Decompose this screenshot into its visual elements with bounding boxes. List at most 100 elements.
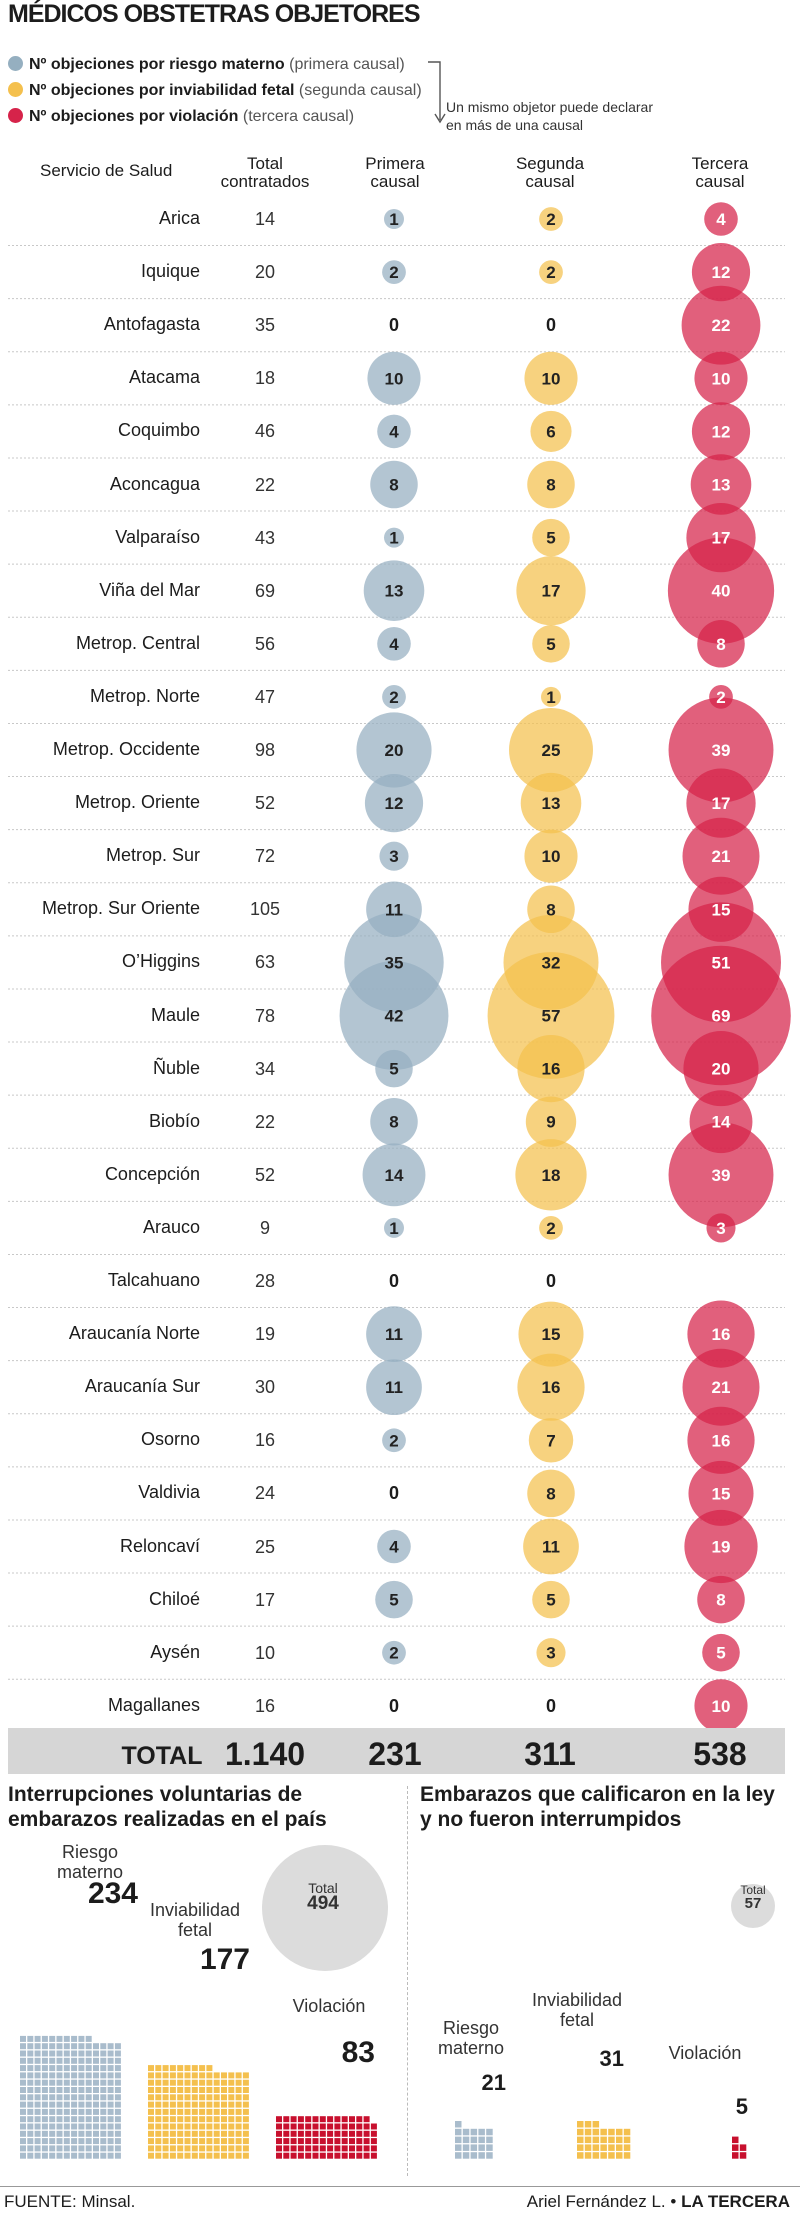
waffle-cell-inviabilidad-fetal: [148, 2145, 154, 2152]
section-divider: [407, 1786, 408, 2176]
waffle-cell-violacion: [363, 2152, 370, 2159]
total-contratados-value: 56: [254, 633, 276, 654]
waffle-cell-inviabilidad-fetal: [169, 2145, 176, 2152]
waffle-cell-inviabilidad-fetal: [148, 2108, 154, 2115]
waffle-cell-violacion: [356, 2123, 363, 2130]
waffle-cell-inviabilidad-fetal: [199, 2094, 206, 2101]
total-contratados-value: 25: [254, 1536, 276, 1557]
bubble-tercera: [697, 620, 745, 668]
footer-source: FUENTE: Minsal.: [4, 2192, 136, 2211]
waffle-cell-inviabilidad-fetal: [199, 2101, 206, 2108]
total-contratados-value: 22: [254, 1111, 276, 1132]
waffle-cell-riesgo-materno: [20, 2152, 26, 2159]
bubble-label-primera: 4: [389, 422, 399, 441]
bubble-label-tercera: 13: [712, 476, 731, 495]
bubble-label-tercera: 51: [712, 953, 731, 972]
bubble-primera: [384, 209, 404, 229]
zero-value: 0: [545, 315, 556, 336]
total-contratados-value: 63: [254, 952, 276, 973]
waffle-cell-riesgo-materno: [85, 2101, 92, 2108]
waffle-cell-inviabilidad-fetal-2: [577, 2128, 584, 2136]
waffle-cell-riesgo-materno: [71, 2079, 78, 2086]
waffle-cell-inviabilidad-fetal: [228, 2130, 235, 2137]
bubble-label-segunda: 10: [542, 369, 561, 388]
waffle-cell-inviabilidad-fetal: [191, 2138, 198, 2145]
waffle-cell-inviabilidad-fetal: [177, 2101, 184, 2108]
bubble-primera: [382, 685, 406, 709]
waffle-cell-riesgo-materno: [56, 2152, 63, 2159]
zero-value: 0: [545, 1695, 556, 1716]
waffle-cell-riesgo-materno: [34, 2043, 41, 2050]
bubble-label-tercera: 20: [712, 1060, 731, 1079]
footer-credit: Ariel Fernández L. • LA TERCERA: [526, 2192, 790, 2211]
waffle-cell-inviabilidad-fetal: [177, 2145, 184, 2152]
waffle-cell-riesgo-materno: [114, 2123, 121, 2130]
waffle-cell-riesgo-materno: [71, 2035, 78, 2042]
waffle-cell-riesgo-materno: [78, 2072, 85, 2079]
bubble-label-segunda: 3: [546, 1644, 555, 1663]
waffle-cell-inviabilidad-fetal-2: [592, 2152, 600, 2159]
waffle-cell-inviabilidad-fetal: [177, 2130, 184, 2137]
bubble-label-tercera: 8: [716, 1591, 725, 1610]
service-name: Atacama: [128, 367, 200, 388]
bubble-tercera: [688, 1460, 754, 1526]
waffle-cell-violacion: [363, 2138, 370, 2145]
bubble-tercera: [686, 768, 756, 838]
waffle-cell-riesgo-materno: [34, 2079, 41, 2086]
waffle-cell-riesgo-materno: [63, 2087, 70, 2093]
waffle-cell-inviabilidad-fetal: [155, 2138, 162, 2145]
waffle-cell-violacion: [276, 2130, 282, 2137]
waffle-cell-riesgo-materno: [100, 2152, 107, 2159]
waffle-cell-riesgo-materno: [20, 2087, 26, 2093]
waffle-cell-riesgo-materno: [107, 2152, 114, 2159]
waffle-cell-riesgo-materno: [114, 2138, 121, 2145]
waffle-cell-riesgo-materno: [56, 2035, 63, 2042]
waffle-cell-riesgo-materno: [85, 2116, 92, 2123]
service-name: Ñuble: [152, 1057, 200, 1078]
bubble-primera: [339, 961, 449, 1070]
waffle-cell-riesgo-materno: [107, 2123, 114, 2130]
waffle-cell-riesgo-materno: [114, 2152, 121, 2159]
waffle-cell-violacion: [334, 2123, 341, 2130]
waffle-cell-riesgo-materno-2: [455, 2121, 462, 2128]
total-contratados-value: 105: [249, 899, 281, 920]
waffle-cell-violacion: [327, 2123, 334, 2130]
bubble-label-primera: 4: [389, 635, 399, 654]
bubble-label-primera: 2: [389, 688, 398, 707]
waffle-cell-riesgo-materno: [20, 2050, 26, 2057]
waffle-cell-riesgo-materno: [71, 2123, 78, 2130]
waffle-cell-riesgo-materno: [114, 2079, 121, 2086]
waffle-cell-violacion: [297, 2116, 304, 2123]
bubble-tercera: [694, 351, 748, 405]
waffle-cell-inviabilidad-fetal: [184, 2152, 191, 2159]
bubble-tercera: [668, 697, 774, 803]
waffle-cell-riesgo-materno: [56, 2065, 63, 2072]
total-contratados-value: 17: [254, 1589, 276, 1610]
waffle-cell-riesgo-materno: [71, 2138, 78, 2145]
waffle-cell-riesgo-materno: [49, 2050, 56, 2057]
value-violacion-2: 5: [735, 2094, 748, 2119]
waffle-cell-inviabilidad-fetal: [162, 2065, 169, 2072]
waffle-cell-riesgo-materno: [100, 2116, 107, 2123]
waffle-cell-inviabilidad-fetal: [184, 2123, 191, 2130]
waffle-cell-inviabilidad-fetal: [206, 2130, 213, 2137]
waffle-cell-violacion: [312, 2138, 319, 2145]
bubble-label-primera: 3: [389, 847, 398, 866]
total-contratados-value: 72: [254, 846, 276, 867]
waffle-cell-riesgo-materno: [34, 2138, 41, 2145]
waffle-cell-riesgo-materno: [71, 2087, 78, 2093]
waffle-cell-riesgo-materno: [85, 2094, 92, 2101]
waffle-cell-riesgo-materno: [85, 2057, 92, 2064]
waffle-cell-inviabilidad-fetal: [235, 2152, 242, 2159]
waffle-cell-violacion: [290, 2116, 297, 2123]
waffle-cell-violacion: [283, 2138, 290, 2145]
label-inviabilidad-fetal-1: Inviabilidad fetal: [149, 1900, 241, 1940]
waffle-cell-inviabilidad-fetal-2: [608, 2128, 615, 2136]
waffle-cell-riesgo-materno: [63, 2043, 70, 2050]
waffle-cell-riesgo-materno: [78, 2079, 85, 2086]
service-name: Viña del Mar: [99, 579, 200, 600]
waffle-cell-inviabilidad-fetal: [162, 2101, 169, 2108]
waffle-cell-inviabilidad-fetal: [177, 2116, 184, 2123]
waffle-cell-inviabilidad-fetal: [221, 2152, 227, 2159]
waffle-cell-violacion: [370, 2145, 377, 2152]
